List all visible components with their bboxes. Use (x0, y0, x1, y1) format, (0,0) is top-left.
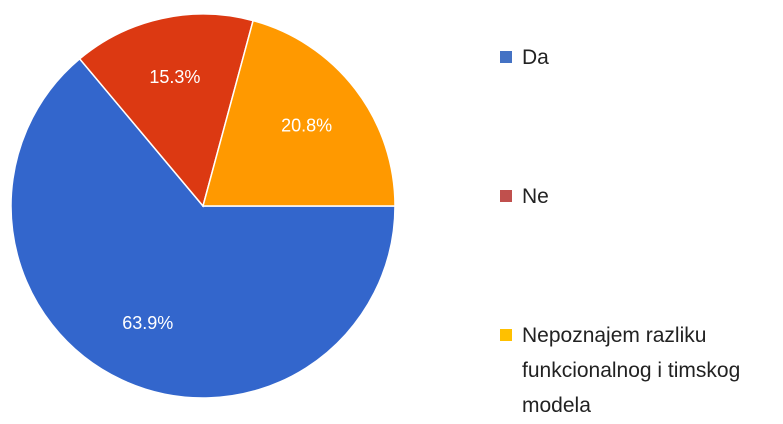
pie-slice (202, 19, 396, 207)
slice-label: 20.8% (281, 115, 332, 135)
legend-label: Nepoznajem razliku funkcionalnog i timsk… (522, 324, 741, 417)
chart: 63.9% 15.3% 20.8% (10, 13, 396, 399)
legend-swatch (500, 329, 512, 341)
legend-item: Ne (500, 179, 783, 214)
legend-item: Nepoznajem razliku funkcionalnog i timsk… (500, 318, 783, 423)
slice-label: 63.9% (122, 313, 173, 333)
legend-item: Da (500, 40, 783, 75)
pie-slice (10, 57, 396, 399)
slice-label: 15.3% (149, 67, 200, 87)
legend-swatch (500, 190, 512, 202)
pie-slice (78, 13, 255, 208)
legend-label: Ne (522, 185, 549, 208)
legend-label: Da (522, 46, 549, 69)
legend-swatch (500, 51, 512, 63)
